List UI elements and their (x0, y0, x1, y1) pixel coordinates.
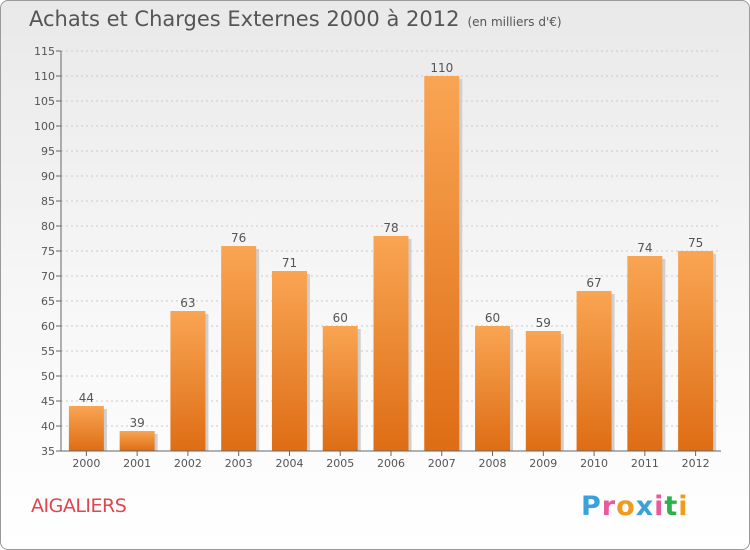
x-tick-label: 2009 (529, 457, 557, 470)
bar (475, 326, 511, 451)
x-tick-label: 2011 (631, 457, 659, 470)
logo-letter: t (664, 491, 679, 522)
x-tick-label: 2004 (275, 457, 303, 470)
data-label: 76 (231, 231, 246, 245)
x-tick-label: 2006 (377, 457, 405, 470)
y-tick-label: 110 (34, 70, 55, 83)
data-label: 74 (637, 241, 652, 255)
logo-letter: P (581, 491, 602, 522)
bar (221, 246, 257, 451)
y-tick-label: 115 (34, 45, 55, 58)
bar (525, 331, 561, 451)
data-label: 39 (130, 416, 145, 430)
x-tick-label: 2000 (72, 457, 100, 470)
y-tick-label: 45 (41, 395, 55, 408)
y-tick-label: 65 (41, 295, 55, 308)
data-label: 60 (333, 311, 348, 325)
logo-letter: o (616, 491, 636, 522)
logo-letter: i (654, 491, 665, 522)
bar (627, 256, 663, 451)
bar (576, 291, 612, 451)
y-tick-label: 60 (41, 320, 55, 333)
chart-title: Achats et Charges Externes 2000 à 2012 (e… (29, 7, 562, 31)
data-label: 110 (430, 61, 453, 75)
chart-title-text: Achats et Charges Externes 2000 à 2012 (29, 7, 460, 31)
logo-letter: r (601, 491, 617, 522)
y-tick-label: 35 (41, 445, 55, 458)
y-tick-label: 80 (41, 220, 55, 233)
bar (424, 76, 460, 451)
location-label: AIGALIERS (31, 495, 127, 517)
y-tick-label: 75 (41, 245, 55, 258)
bar (68, 406, 104, 451)
x-tick-label: 2012 (682, 457, 710, 470)
data-label: 67 (586, 276, 601, 290)
x-tick-label: 2007 (428, 457, 456, 470)
x-tick-label: 2005 (326, 457, 354, 470)
bar (373, 236, 409, 451)
x-tick-label: 2008 (479, 457, 507, 470)
y-tick-label: 105 (34, 95, 55, 108)
y-tick-label: 55 (41, 345, 55, 358)
proxiti-logo[interactable]: Proxiti (581, 491, 689, 522)
data-label: 59 (536, 316, 551, 330)
data-label: 63 (180, 296, 195, 310)
x-tick-label: 2010 (580, 457, 608, 470)
data-label: 60 (485, 311, 500, 325)
bar (678, 251, 714, 451)
logo-letter: i (678, 491, 689, 522)
y-tick-label: 70 (41, 270, 55, 283)
data-label: 44 (79, 391, 94, 405)
x-tick-label: 2003 (225, 457, 253, 470)
logo-letter: x (635, 491, 655, 522)
y-tick-label: 85 (41, 195, 55, 208)
data-label: 75 (688, 236, 703, 250)
bar (170, 311, 206, 451)
y-tick-label: 95 (41, 145, 55, 158)
y-tick-label: 90 (41, 170, 55, 183)
bar (119, 431, 155, 451)
data-label: 71 (282, 256, 297, 270)
y-tick-label: 100 (34, 120, 55, 133)
y-tick-label: 40 (41, 420, 55, 433)
bar (322, 326, 358, 451)
y-tick-label: 50 (41, 370, 55, 383)
chart-subtitle: (en milliers d'€) (467, 15, 562, 29)
x-tick-label: 2001 (123, 457, 151, 470)
x-tick-label: 2002 (174, 457, 202, 470)
data-label: 78 (383, 221, 398, 235)
bar (271, 271, 307, 451)
